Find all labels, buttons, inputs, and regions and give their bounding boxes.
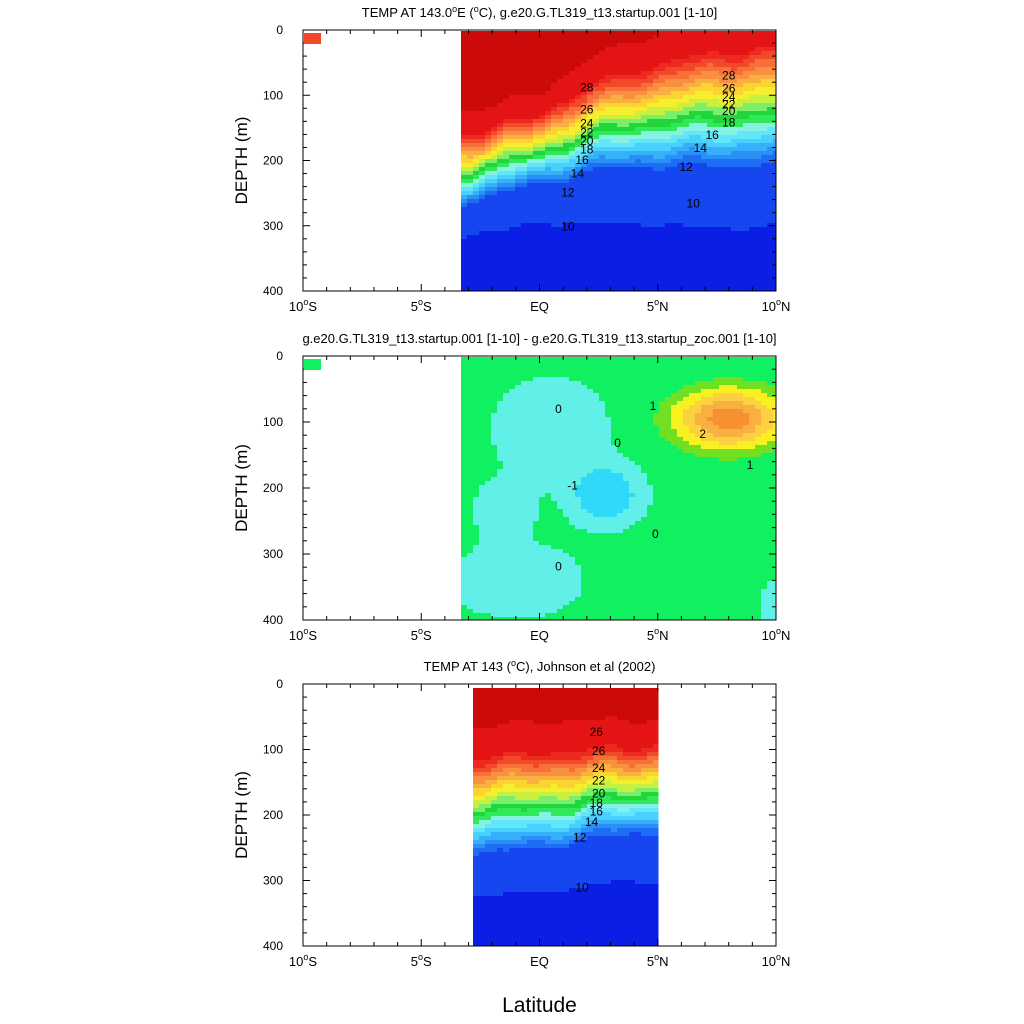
contour-label: 12 bbox=[561, 185, 575, 199]
panel-1-field bbox=[461, 31, 777, 292]
contour-label: 18 bbox=[580, 142, 594, 156]
contour-label: 10 bbox=[575, 881, 589, 895]
contour-label: 12 bbox=[573, 830, 587, 844]
x-tick-label: 10oN bbox=[762, 626, 791, 643]
contour-label: 24 bbox=[580, 116, 594, 130]
x-tick-label: 10oN bbox=[762, 952, 791, 969]
y-tick-label: 0 bbox=[276, 23, 283, 37]
contour-label: 26 bbox=[722, 82, 736, 96]
contour-label: 0 bbox=[652, 527, 659, 541]
y-tick-label: 200 bbox=[263, 481, 283, 495]
y-axis-label: DEPTH (m) bbox=[232, 771, 251, 859]
x-tick-label: EQ bbox=[530, 954, 549, 969]
contour-label: 10 bbox=[561, 219, 575, 233]
contour-label: 20 bbox=[592, 786, 606, 800]
panel-1: 2826242220181614121028262422201816141210… bbox=[232, 4, 790, 314]
x-tick-label: 5oN bbox=[647, 952, 669, 969]
contour-label: 20 bbox=[580, 134, 594, 148]
contour-label: 14 bbox=[571, 167, 585, 181]
contour-label: 28 bbox=[722, 69, 736, 83]
contour-label: 28 bbox=[580, 80, 594, 94]
contour-label: 0 bbox=[614, 436, 621, 450]
panel-2-field bbox=[461, 357, 777, 621]
panel-1-swatch bbox=[304, 33, 321, 44]
contour-label: 14 bbox=[585, 815, 599, 829]
contour-label: 16 bbox=[590, 805, 604, 819]
contour-label: 20 bbox=[722, 104, 736, 118]
contour-label: 0 bbox=[555, 560, 562, 574]
contour-label: 2 bbox=[699, 427, 706, 441]
x-tick-label: 10oS bbox=[289, 952, 317, 969]
contour-label: -1 bbox=[567, 478, 578, 492]
y-tick-label: 0 bbox=[276, 677, 283, 691]
contour-label: 22 bbox=[592, 773, 606, 787]
panel-3-title: TEMP AT 143 (oC), Johnson et al (2002) bbox=[424, 658, 656, 674]
y-tick-label: 100 bbox=[263, 88, 283, 102]
contour-label: 24 bbox=[722, 90, 736, 104]
y-tick-label: 400 bbox=[263, 939, 283, 953]
y-tick-label: 200 bbox=[263, 154, 283, 168]
contour-label: 26 bbox=[592, 744, 606, 758]
y-axis-label: DEPTH (m) bbox=[232, 117, 251, 205]
contour-label: 18 bbox=[722, 116, 736, 130]
x-tick-label: 5oS bbox=[411, 297, 432, 314]
contour-label: 18 bbox=[590, 796, 604, 810]
panel-2-swatch bbox=[304, 359, 321, 370]
contour-label: 12 bbox=[679, 160, 693, 174]
contour-label: 26 bbox=[590, 725, 604, 739]
contour-label: 24 bbox=[592, 761, 606, 775]
x-axis-label: Latitude bbox=[502, 994, 577, 1017]
y-tick-label: 100 bbox=[263, 743, 283, 757]
contour-label: 16 bbox=[705, 128, 719, 142]
y-tick-label: 300 bbox=[263, 547, 283, 561]
contour-label: 14 bbox=[694, 141, 708, 155]
x-tick-label: 10oS bbox=[289, 297, 317, 314]
contour-label: 26 bbox=[580, 103, 594, 117]
contour-label: 1 bbox=[747, 458, 754, 472]
x-tick-label: 5oS bbox=[411, 952, 432, 969]
panel-2-title: g.e20.G.TL319_t13.startup.001 [1-10] - g… bbox=[302, 331, 776, 346]
panel-3-field bbox=[473, 688, 659, 947]
y-tick-label: 300 bbox=[263, 219, 283, 233]
y-tick-label: 400 bbox=[263, 613, 283, 627]
x-tick-label: 5oS bbox=[411, 626, 432, 643]
y-tick-label: 200 bbox=[263, 808, 283, 822]
x-tick-label: 5oN bbox=[647, 626, 669, 643]
contour-label: 22 bbox=[722, 97, 736, 111]
x-tick-label: EQ bbox=[530, 299, 549, 314]
y-tick-label: 300 bbox=[263, 874, 283, 888]
y-tick-label: 0 bbox=[276, 349, 283, 363]
x-tick-label: 10oN bbox=[762, 297, 791, 314]
contour-label: 1 bbox=[650, 399, 657, 413]
contour-label: 16 bbox=[575, 153, 589, 167]
panel-2: 0 1 2 0 1 -1 0 0 10oS 5oS EQ 5oN 10oN 0 100 200 300 400 DE… bbox=[232, 331, 790, 643]
y-axis-label: DEPTH (m) bbox=[232, 444, 251, 532]
y-tick-label: 100 bbox=[263, 415, 283, 429]
x-tick-label: 10oS bbox=[289, 626, 317, 643]
contour-label: 10 bbox=[687, 197, 701, 211]
contour-label: 22 bbox=[580, 125, 594, 139]
x-tick-label: 5oN bbox=[647, 297, 669, 314]
y-tick-label: 400 bbox=[263, 284, 283, 298]
contour-label: 0 bbox=[555, 402, 562, 416]
panel-1-title: TEMP AT 143.0oE (oC), g.e20.G.TL319_t13.… bbox=[362, 4, 717, 20]
x-tick-label: EQ bbox=[530, 628, 549, 643]
